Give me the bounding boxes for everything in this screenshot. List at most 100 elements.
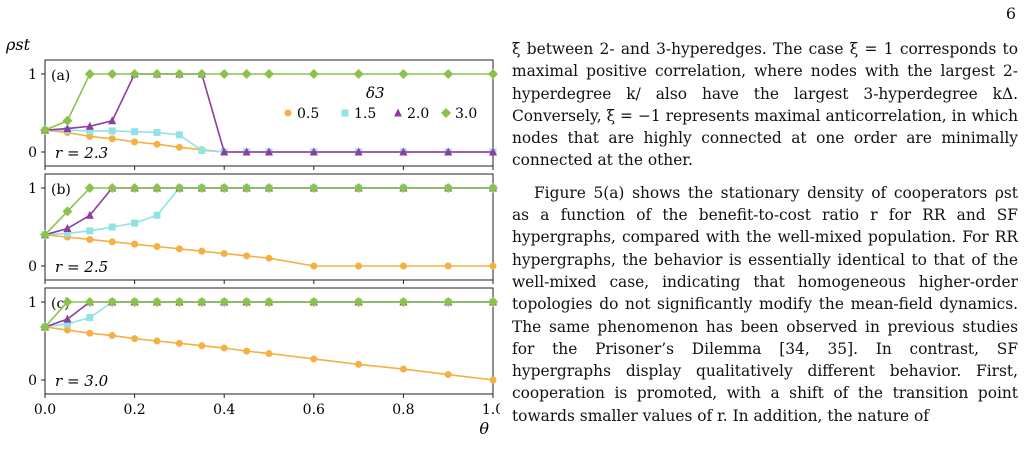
x-tick-label: 0.2 <box>123 402 145 418</box>
y-tick-label: 0 <box>28 145 37 161</box>
series-line-3.0 <box>44 73 493 131</box>
data-point-2.0 <box>63 224 72 233</box>
data-point-1.5 <box>175 131 183 139</box>
data-point-3.0 <box>488 183 498 193</box>
legend-title: δ3 <box>366 84 385 102</box>
data-point-3.0 <box>40 321 50 332</box>
data-point-3.0 <box>219 183 230 193</box>
y-tick-label: 0 <box>28 259 37 275</box>
x-axis-label: θ <box>479 419 489 438</box>
legend-entry: 3.0 <box>455 106 477 122</box>
data-point-0.5 <box>175 245 183 253</box>
x-tick-label: 0.8 <box>392 402 414 418</box>
data-point-3.0 <box>488 69 498 79</box>
data-point-0.5 <box>243 347 251 355</box>
figure-5-chart: ρst 0 1 (a) r = 2.3 δ3 0.5 1.5 2.0 3.0 0 1 (b) r = 2.… <box>5 35 500 438</box>
data-point-3.0 <box>84 69 95 79</box>
data-point-3.0 <box>152 297 162 307</box>
data-point-3.0 <box>152 69 162 79</box>
data-point-3.0 <box>443 297 454 307</box>
data-point-3.0 <box>196 297 207 307</box>
data-point-3.0 <box>219 297 230 307</box>
y-tick-label: 1 <box>28 181 37 197</box>
legend-marker-diamond <box>441 108 451 118</box>
data-point-3.0 <box>196 183 207 193</box>
data-point-3.0 <box>40 229 50 240</box>
data-point-3.0 <box>488 297 498 307</box>
series-line-3.0 <box>44 301 493 328</box>
data-point-3.0 <box>241 183 252 193</box>
data-point-0.5 <box>310 262 318 270</box>
data-point-3.0 <box>62 206 73 217</box>
legend-marker-square <box>341 109 349 117</box>
data-point-2.0 <box>265 147 273 156</box>
data-point-3.0 <box>40 125 50 136</box>
data-point-2.0 <box>444 147 453 156</box>
data-point-0.5 <box>489 376 497 384</box>
data-point-1.5 <box>86 314 94 322</box>
data-point-3.0 <box>129 69 140 79</box>
data-point-0.5 <box>310 355 318 363</box>
data-point-2.0 <box>85 121 94 130</box>
y-tick-label: 1 <box>28 295 37 311</box>
data-point-2.0 <box>309 147 318 156</box>
data-point-0.5 <box>243 252 251 260</box>
data-point-2.0 <box>354 147 363 156</box>
data-point-1.5 <box>108 223 116 231</box>
legend-entry: 0.5 <box>297 106 319 122</box>
data-point-0.5 <box>131 240 139 248</box>
page-number: 6 <box>1005 4 1016 23</box>
data-point-1.5 <box>153 211 161 219</box>
data-point-0.5 <box>399 262 407 270</box>
data-point-0.5 <box>355 360 363 368</box>
data-point-1.5 <box>108 127 116 135</box>
data-point-2.0 <box>399 147 408 156</box>
data-point-0.5 <box>86 235 94 243</box>
data-point-0.5 <box>131 138 139 146</box>
y-tick-label: 1 <box>28 67 37 83</box>
data-point-3.0 <box>219 69 230 79</box>
x-tick-label: 0.6 <box>303 402 325 418</box>
data-point-0.5 <box>198 247 206 255</box>
data-point-3.0 <box>107 69 118 79</box>
data-point-0.5 <box>175 143 183 151</box>
data-point-0.5 <box>198 342 206 350</box>
data-point-3.0 <box>398 297 409 307</box>
data-point-0.5 <box>153 337 161 345</box>
data-point-2.0 <box>242 147 251 156</box>
data-point-3.0 <box>264 69 274 79</box>
data-point-0.5 <box>220 344 228 352</box>
data-point-3.0 <box>308 69 319 79</box>
data-point-1.5 <box>86 127 94 135</box>
data-point-0.5 <box>131 335 139 343</box>
series-line-2.0 <box>44 73 493 153</box>
legend-entry: 1.5 <box>354 106 376 122</box>
data-point-0.5 <box>489 262 497 270</box>
data-point-3.0 <box>241 297 252 307</box>
legend-entry: 2.0 <box>407 106 429 122</box>
data-point-0.5 <box>355 262 363 270</box>
data-point-2.0 <box>220 147 229 156</box>
data-point-0.5 <box>86 329 94 337</box>
x-tick-label: 0.4 <box>213 402 235 418</box>
data-point-1.5 <box>63 320 71 328</box>
data-point-2.0 <box>85 210 94 219</box>
data-point-1.5 <box>153 129 161 136</box>
panel-annotation: r = 2.5 <box>55 258 108 276</box>
data-point-3.0 <box>62 115 73 126</box>
data-point-3.0 <box>174 69 185 79</box>
data-point-3.0 <box>308 183 319 193</box>
series-line-0.5 <box>44 326 494 381</box>
data-point-0.5 <box>175 339 183 347</box>
data-point-3.0 <box>398 183 409 193</box>
data-point-3.0 <box>62 297 73 307</box>
data-point-1.5 <box>86 227 94 235</box>
data-point-3.0 <box>107 183 118 193</box>
data-point-0.5 <box>63 326 71 334</box>
x-tick-label: 1.0 <box>482 402 500 418</box>
data-point-3.0 <box>84 297 95 307</box>
data-point-3.0 <box>129 297 140 307</box>
y-axis-label: ρst <box>5 35 31 54</box>
data-point-2.0 <box>63 124 72 133</box>
panel-frame-1 <box>44 173 494 281</box>
